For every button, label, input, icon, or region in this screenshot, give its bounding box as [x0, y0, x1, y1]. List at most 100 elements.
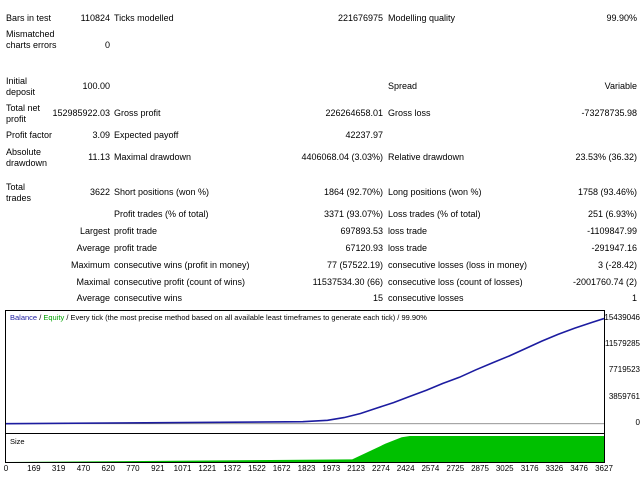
total-trades-label: Total trades	[6, 182, 32, 203]
spread-label: Spread	[388, 81, 418, 91]
x-tick-label: 319	[51, 464, 66, 473]
average-loss-value: -291947.16	[591, 243, 637, 253]
x-tick-label: 2123	[347, 464, 365, 473]
maximum-label: Maximum	[70, 260, 110, 270]
x-tick-label: 169	[27, 464, 41, 473]
x-tick-label: 2574	[421, 464, 440, 473]
x-tick-label: 620	[101, 464, 115, 473]
x-tick-label: 2424	[396, 464, 415, 473]
x-tick-label: 3326	[545, 464, 564, 473]
chart-area: Balance / Equity / Every tick (the most …	[0, 306, 640, 480]
spread-value: Variable	[604, 81, 637, 91]
max-cons-losses-label: consecutive losses (loss in money)	[388, 260, 528, 270]
gross-loss-label: Gross loss	[388, 108, 431, 118]
x-tick-label: 1522	[248, 464, 266, 473]
x-tick-label: 2875	[471, 464, 489, 473]
total-net-profit-value: 152985922.03	[52, 108, 110, 118]
absolute-drawdown-label: Absolute drawdown	[6, 147, 48, 168]
maximal-drawdown-label: Maximal drawdown	[114, 152, 192, 162]
loss-trades-value: 251 (6.93%)	[587, 209, 637, 219]
average2-label: Average	[76, 293, 110, 303]
max-cons-wins-label: consecutive wins (profit in money)	[114, 260, 250, 270]
long-positions-label: Long positions (won %)	[388, 187, 482, 197]
chart-legend: Balance / Equity / Every tick (the most …	[10, 313, 427, 322]
average-profit-label: profit trade	[114, 243, 158, 253]
size-plot	[6, 436, 604, 462]
largest-profit-label: profit trade	[114, 226, 158, 236]
maximal-cons-profit-value: 11537534.30 (66)	[312, 277, 383, 287]
profit-factor-label: Profit factor	[6, 130, 53, 140]
x-tick-label: 0	[3, 464, 9, 473]
legend-separator: /	[37, 313, 44, 322]
profit-factor-value: 3.09	[92, 130, 110, 140]
x-tick-label: 1823	[297, 464, 316, 473]
size-chart: Size	[5, 433, 605, 463]
x-tick-label: 3176	[520, 464, 539, 473]
x-tick-label: 1672	[272, 464, 291, 473]
avg-cons-losses-value: 1	[631, 293, 637, 303]
relative-drawdown-value: 23.53% (36.32)	[575, 152, 637, 162]
largest-label: Largest	[79, 226, 110, 236]
largest-profit-value: 697893.53	[340, 226, 383, 236]
x-tick-label: 770	[126, 464, 140, 473]
size-area	[6, 436, 604, 462]
x-tick-label: 921	[151, 464, 165, 473]
expected-payoff-value: 42237.97	[345, 130, 383, 140]
x-tick-label: 2274	[372, 464, 390, 473]
y-tick-label: 11579285	[605, 339, 640, 349]
profit-trades-value: 3371 (93.07%)	[323, 209, 383, 219]
short-positions-value: 1864 (92.70%)	[323, 187, 383, 197]
modelling-quality-value: 99.90%	[606, 13, 637, 23]
series-line-balance	[6, 317, 604, 425]
gross-profit-label: Gross profit	[114, 108, 161, 118]
x-tick-label: 1071	[173, 464, 192, 473]
average-profit-value: 67120.93	[345, 243, 383, 253]
initial-deposit-label: Initial deposit	[6, 76, 36, 97]
largest-loss-value: -1109847.99	[587, 226, 637, 236]
x-tick-label: 3025	[495, 464, 514, 473]
y-tick-label: 3859761	[608, 391, 640, 401]
absolute-drawdown-value: 11.13	[88, 152, 110, 162]
bars-in-test-label: Bars in test	[6, 13, 52, 23]
maximal-cons-profit-label: consecutive profit (count of wins)	[114, 277, 246, 287]
profit-trades-label: Profit trades (% of total)	[114, 209, 209, 219]
balance-chart: Balance / Equity / Every tick (the most …	[5, 310, 605, 435]
legend-equity: Equity	[43, 313, 65, 322]
legend-balance: Balance	[10, 313, 38, 322]
ticks-modelled-value: 221676975	[337, 13, 383, 23]
maximal-label: Maximal	[76, 277, 110, 287]
y-tick-label: 0	[635, 418, 640, 428]
short-positions-label: Short positions (won %)	[114, 187, 210, 197]
loss-trades-label: Loss trades (% of total)	[388, 209, 481, 219]
max-cons-wins-value: 77 (57522.19)	[326, 260, 383, 270]
modelling-quality-label: Modelling quality	[388, 13, 456, 23]
average-label: Average	[76, 243, 110, 253]
balance-plot	[6, 317, 604, 425]
maximal-cons-loss-value: -2001760.74 (2)	[572, 277, 637, 287]
x-tick-label: 1973	[322, 464, 341, 473]
largest-loss-label: loss trade	[388, 226, 428, 236]
gross-profit-value: 226264658.01	[325, 108, 383, 118]
maximal-drawdown-value: 4406068.04 (3.03%)	[301, 152, 383, 162]
max-cons-losses-value: 3 (-28.42)	[597, 260, 637, 270]
test-report: Bars in test 110824 Ticks modelled 22167…	[6, 13, 637, 303]
mismatched-value: 0	[104, 40, 110, 50]
avg-cons-wins-value: 15	[372, 293, 383, 303]
avg-cons-losses-label: consecutive losses	[388, 293, 464, 303]
x-tick-label: 470	[76, 464, 91, 473]
ticks-modelled-label: Ticks modelled	[114, 13, 174, 23]
x-tick-label: 2725	[446, 464, 465, 473]
total-trades-value: 3622	[89, 187, 110, 197]
legend-description: / Every tick (the most precise method ba…	[64, 313, 427, 322]
maximal-cons-loss-label: consecutive loss (count of losses)	[388, 277, 523, 287]
x-tick-label: 1372	[223, 464, 242, 473]
mismatched-label: Mismatched charts errors	[6, 29, 57, 50]
relative-drawdown-label: Relative drawdown	[388, 152, 465, 162]
avg-cons-wins-label: consecutive wins	[114, 293, 183, 303]
x-tick-label: 1221	[198, 464, 217, 473]
total-net-profit-label: Total net profit	[6, 103, 41, 124]
x-tick-label: 3627	[595, 464, 613, 473]
gross-loss-value: -73278735.98	[581, 108, 637, 118]
long-positions-value: 1758 (93.46%)	[577, 187, 637, 197]
average-loss-label: loss trade	[388, 243, 428, 253]
